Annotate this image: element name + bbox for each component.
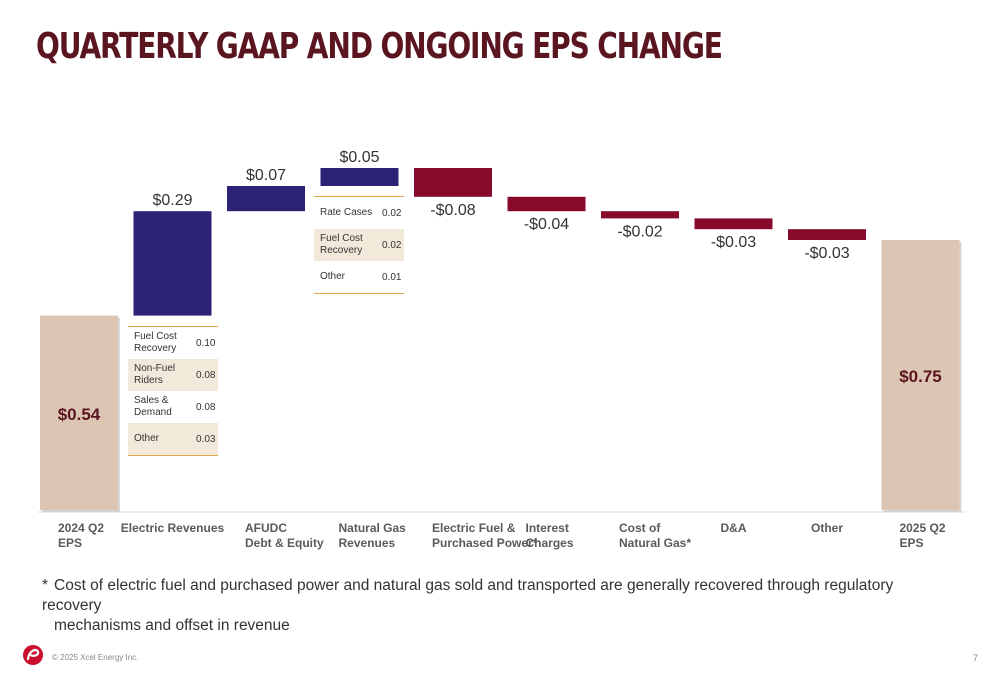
bar-total [881, 240, 960, 510]
data-label: -$0.04 [524, 216, 569, 233]
breakdown-value: 0.02 [382, 239, 402, 251]
breakdown-value: 0.08 [196, 401, 216, 413]
footnote-line-1: Cost of electric fuel and purchased powe… [42, 577, 894, 614]
breakdown-row: Sales & Demand 0.08 [128, 391, 218, 423]
breakdown-row: Fuel Cost Recovery 0.02 [314, 229, 404, 261]
breakdown-label: Rate Cases [320, 207, 373, 218]
footnote-line-2: mechanisms and offset in revenue [54, 617, 290, 634]
bar-increase [133, 211, 212, 316]
bar-increase [320, 168, 399, 186]
copyright: © 2025 Xcel Energy Inc. [52, 653, 139, 662]
category-label: Other [811, 521, 843, 535]
page-title: QUARTERLY GAAP AND ONGOING EPS CHANGE [36, 26, 723, 67]
bar-total [40, 315, 118, 510]
breakdown-row: Fuel Cost Recovery 0.10 [128, 327, 218, 359]
page-number: 7 [972, 653, 978, 663]
category-label: EPS [58, 536, 82, 550]
natural-gas-revenues-breakdown: Rate Cases 0.02 Fuel Cost Recovery 0.02 … [314, 196, 404, 294]
breakdown-row: Other 0.03 [128, 423, 218, 455]
category-label: Charges [526, 536, 574, 550]
xcel-energy-logo-icon [23, 645, 43, 665]
breakdown-row: Rate Cases 0.02 [314, 197, 404, 229]
bar-decrease [414, 168, 492, 197]
data-label: -$0.08 [430, 202, 475, 219]
category-label: AFUDC [245, 521, 287, 535]
breakdown-row: Non-Fuel Riders 0.08 [128, 359, 218, 391]
data-label: -$0.03 [804, 245, 849, 262]
breakdown-row: Other 0.01 [314, 261, 404, 293]
breakdown-value: 0.10 [196, 337, 216, 349]
breakdown-label: Fuel Cost Recovery [134, 331, 177, 354]
category-label: D&A [721, 521, 747, 535]
breakdown-label: Other [320, 271, 346, 282]
data-label: $0.54 [58, 405, 101, 424]
bar-increase [227, 186, 305, 212]
bar-decrease [694, 218, 773, 230]
category-label: Electric Revenues [121, 521, 225, 535]
data-label: -$0.02 [617, 223, 662, 240]
breakdown-value: 0.03 [196, 433, 216, 445]
footnote: * Cost of electric fuel and purchased pow… [42, 576, 942, 636]
electric-revenues-breakdown: Fuel Cost Recovery 0.10 Non-Fuel Riders … [128, 326, 218, 456]
category-label: Cost of [619, 521, 661, 535]
breakdown-label: Non-Fuel Riders [134, 363, 176, 386]
bar-decrease [788, 229, 866, 240]
category-label: Debt & Equity [245, 536, 324, 550]
data-label: $0.07 [246, 167, 286, 184]
data-label: -$0.03 [711, 234, 756, 251]
bar-decrease [601, 211, 679, 219]
category-label: EPS [900, 536, 924, 550]
breakdown-label: Sales & Demand [134, 395, 172, 418]
breakdown-label: Fuel Cost Recovery [320, 233, 363, 256]
category-label: Natural Gas [339, 521, 407, 535]
category-label: Purchased Power* [432, 536, 538, 550]
category-label: 2025 Q2 [900, 521, 946, 535]
data-label: $0.75 [899, 367, 942, 386]
breakdown-value: 0.02 [382, 207, 402, 219]
category-label: Revenues [339, 536, 396, 550]
category-label: Interest [526, 521, 569, 535]
category-label: Electric Fuel & [432, 521, 516, 535]
data-label: $0.05 [339, 149, 379, 166]
breakdown-value: 0.08 [196, 369, 216, 381]
bar-decrease [507, 196, 586, 212]
breakdown-label: Other [134, 433, 160, 444]
data-label: $0.29 [152, 192, 192, 209]
category-label: Natural Gas* [619, 536, 691, 550]
footnote-mark: * [42, 577, 49, 594]
breakdown-value: 0.01 [382, 271, 402, 283]
category-label: 2024 Q2 [58, 521, 104, 535]
